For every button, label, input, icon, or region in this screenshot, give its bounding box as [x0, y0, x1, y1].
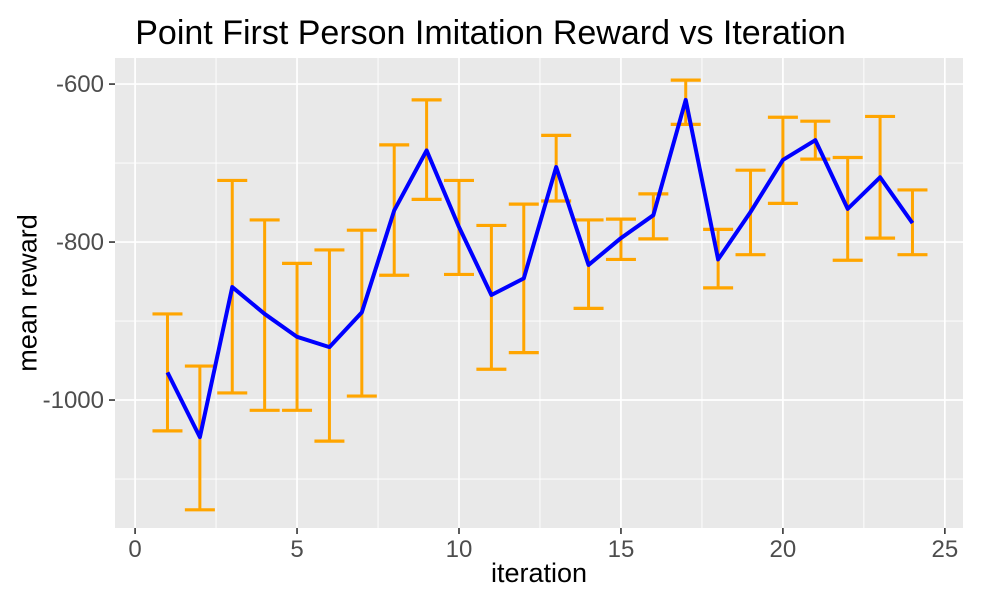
- x-tick-label: 10: [446, 536, 473, 563]
- y-axis-title: mean reward: [12, 214, 43, 372]
- x-tick-label: 0: [128, 536, 141, 563]
- plot-panel: [115, 58, 963, 528]
- y-tick-label: -800: [56, 229, 104, 256]
- x-tick-label: 15: [608, 536, 635, 563]
- x-tick-label: 20: [770, 536, 797, 563]
- x-axis-title: iteration: [490, 558, 588, 588]
- chart-title: Point First Person Imitation Reward vs I…: [135, 14, 846, 52]
- y-tick-label: -600: [56, 71, 104, 98]
- y-tick-label: -1000: [43, 387, 104, 414]
- mean-reward-line: [165, 97, 915, 440]
- x-tick-label: 5: [290, 536, 303, 563]
- x-tick-label: 25: [932, 536, 959, 563]
